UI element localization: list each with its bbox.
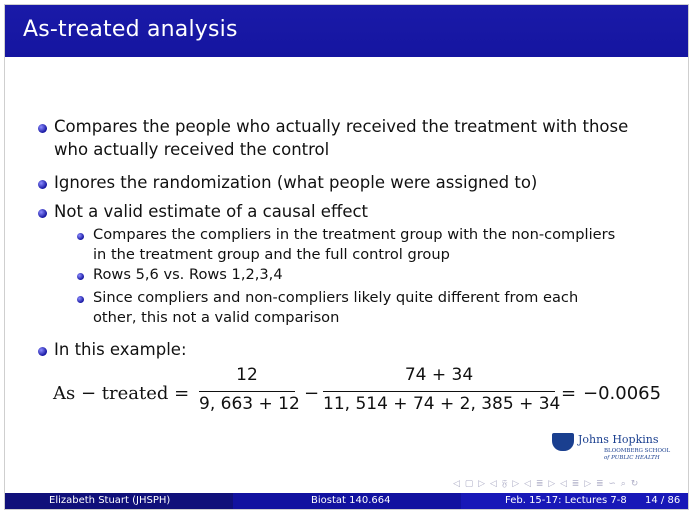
logo-name: Johns Hopkins: [578, 433, 659, 446]
slide-title: As-treated analysis: [23, 17, 238, 42]
sub-bullet-text: Rows 5,6 vs. Rows 1,2,3,4: [93, 266, 283, 283]
shield-icon: [552, 433, 574, 451]
bullet-dot: [38, 180, 47, 189]
footer-bar: Elizabeth Stuart (JHSPH) Biostat 140.664…: [5, 493, 688, 509]
bullet-dot: [38, 347, 47, 356]
sub-bullet-item-2: Rows 5,6 vs. Rows 1,2,3,4: [93, 265, 678, 285]
bullet-item-4: In this example:: [54, 338, 674, 361]
slide-frame: As-treated analysis Compares the people …: [4, 4, 689, 510]
bullet-item-3: Not a valid estimate of a causal effect: [54, 200, 674, 223]
bullet-dot: [38, 124, 47, 133]
johns-hopkins-logo: Johns Hopkins BLOOMBERG SCHOOL of PUBLIC…: [552, 433, 687, 467]
fraction-2-denominator: 11, 514 + 74 + 2, 385 + 34: [323, 394, 561, 414]
fraction-1-numerator: 12: [236, 365, 258, 385]
footer-course-segment: Biostat 140.664: [233, 493, 461, 509]
footer-date: Feb. 15-17: Lectures 7-8: [505, 495, 627, 506]
equation-minus: −: [304, 383, 320, 404]
sub-bullet-item-3: Since compliers and non-compliers likely…: [93, 288, 678, 328]
fraction-bar: [323, 391, 555, 393]
equation-result: −0.0065: [583, 383, 662, 404]
sub-bullet-dot: [77, 296, 84, 303]
logo-subtitle: of PUBLIC HEALTH: [604, 455, 660, 461]
fraction-1-denominator: 9, 663 + 12: [199, 394, 300, 414]
title-bar: As-treated analysis: [5, 5, 688, 57]
footer-author-segment: Elizabeth Stuart (JHSPH): [5, 493, 233, 509]
bullet-text: who actually received the control: [54, 140, 330, 159]
fraction-2-numerator: 74 + 34: [404, 365, 474, 385]
sub-bullet-dot: [77, 273, 84, 280]
sub-bullet-dot: [77, 233, 84, 240]
sub-bullet-item-1: Compares the compliers in the treatment …: [93, 225, 678, 265]
footer-date-segment: Feb. 15-17: Lectures 7-8 14 / 86: [461, 493, 688, 509]
sub-bullet-text: Compares the compliers in the treatment …: [93, 226, 616, 243]
equation-equals: =: [561, 383, 577, 404]
sub-bullet-text: other, this not a valid comparison: [93, 309, 340, 326]
footer-page-number: 14 / 86: [645, 495, 681, 506]
equation-lhs: As − treated =: [53, 383, 190, 404]
logo-subtitle: BLOOMBERG SCHOOL: [604, 448, 671, 454]
bullet-text: In this example:: [54, 340, 187, 359]
fraction-bar: [199, 391, 295, 393]
sub-bullet-text: Since compliers and non-compliers likely…: [93, 289, 579, 306]
beamer-navigation-icons[interactable]: ◁ ▢ ▷ ◁ 𝔉 ▷ ◁ ≣ ▷ ◁ ≣ ▷ ≣ ∽ ⌕ ↻: [453, 479, 640, 489]
sub-bullet-text: in the treatment group and the full cont…: [93, 246, 450, 263]
bullet-text: Compares the people who actually receive…: [54, 117, 629, 136]
bullet-dot: [38, 209, 47, 218]
bullet-text: Ignores the randomization (what people w…: [54, 173, 538, 192]
footer-course: Biostat 140.664: [311, 495, 391, 506]
bullet-text: Not a valid estimate of a causal effect: [54, 202, 369, 221]
bullet-item-1: Compares the people who actually receive…: [54, 115, 674, 161]
bullet-item-2: Ignores the randomization (what people w…: [54, 171, 674, 194]
footer-author: Elizabeth Stuart (JHSPH): [49, 495, 171, 506]
